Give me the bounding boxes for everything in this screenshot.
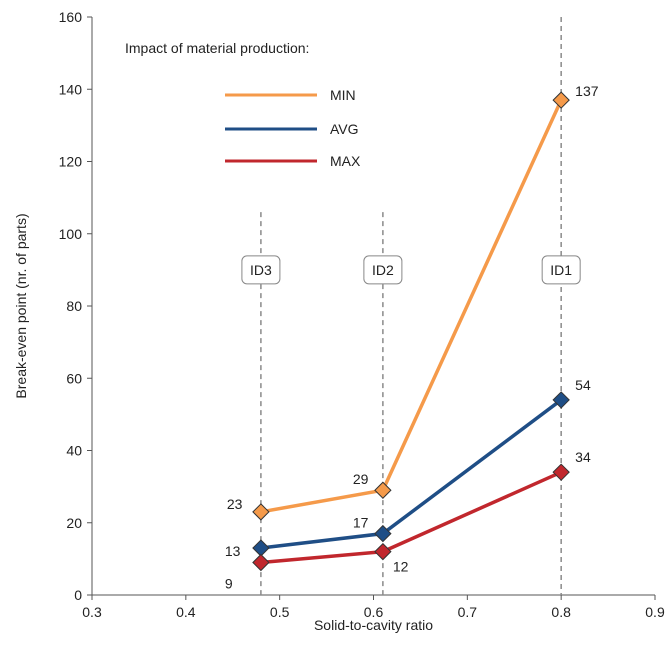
reference-label-id1: ID1 xyxy=(550,262,572,278)
y-tick-label: 120 xyxy=(59,154,83,170)
x-tick-label: 0.9 xyxy=(645,604,665,620)
data-label-min: 137 xyxy=(575,83,599,99)
x-axis-title: Solid-to-cavity ratio xyxy=(314,617,433,633)
series-line-avg xyxy=(260,398,563,550)
data-label-max: 9 xyxy=(225,575,233,591)
reference-label-box xyxy=(241,255,281,285)
y-tick-label: 0 xyxy=(74,587,82,603)
y-tick-label: 160 xyxy=(59,9,83,25)
data-label-avg: 13 xyxy=(225,543,241,559)
y-axis-title: Break-even point (nr. of parts) xyxy=(13,213,29,398)
data-point-avg xyxy=(552,391,570,409)
data-point-avg xyxy=(374,524,392,543)
data-point-avg xyxy=(252,539,270,557)
legend-title: Impact of material production: xyxy=(125,40,309,56)
reference-label-box xyxy=(363,255,403,285)
y-tick-label: 60 xyxy=(66,370,82,386)
data-point-min xyxy=(252,503,270,521)
data-label-max: 12 xyxy=(393,559,409,575)
x-tick-label: 0.3 xyxy=(82,604,102,620)
legend-label-max: MAX xyxy=(330,153,361,169)
x-tick-label: 0.6 xyxy=(364,604,384,620)
data-label-min: 29 xyxy=(353,471,369,487)
data-point-min xyxy=(552,91,570,109)
y-tick-label: 80 xyxy=(66,298,82,314)
y-tick-label: 100 xyxy=(59,226,83,242)
legend-label-avg: AVG xyxy=(330,121,359,137)
reference-label-id3: ID3 xyxy=(250,262,272,278)
data-label-max: 34 xyxy=(575,449,591,465)
x-tick-label: 0.7 xyxy=(458,604,478,620)
y-tick-label: 20 xyxy=(66,515,82,531)
x-tick-label: 0.4 xyxy=(176,604,196,620)
series-line-max xyxy=(260,470,562,565)
data-label-avg: 54 xyxy=(575,377,591,393)
data-point-max xyxy=(252,553,270,572)
data-point-max xyxy=(552,463,570,481)
data-label-min: 23 xyxy=(227,496,243,512)
y-tick-label: 40 xyxy=(66,443,82,459)
x-tick-label: 0.5 xyxy=(270,604,290,620)
data-point-min xyxy=(374,481,392,499)
y-tick-label: 140 xyxy=(59,81,83,97)
data-label-avg: 17 xyxy=(353,515,369,531)
data-point-max xyxy=(374,542,392,561)
reference-label-box xyxy=(541,255,581,285)
x-tick-label: 0.8 xyxy=(551,604,571,620)
reference-label-id2: ID2 xyxy=(372,262,394,278)
legend-label-min: MIN xyxy=(330,87,356,103)
